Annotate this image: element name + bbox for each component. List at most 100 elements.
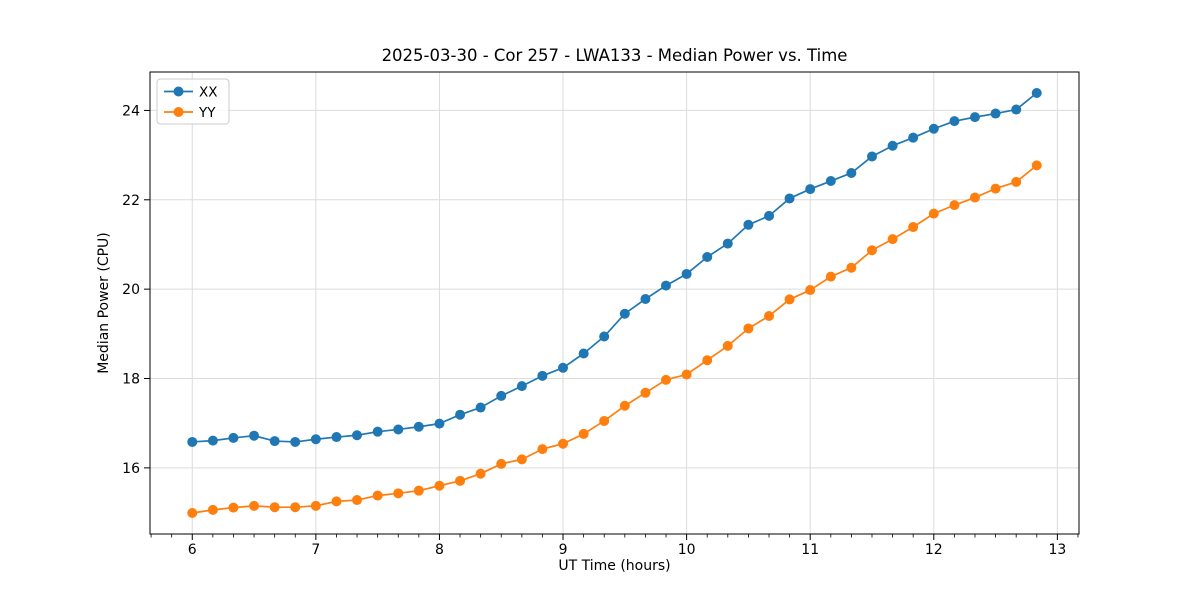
axis-ticks: 6 7 8 9 10 11 12 13 16 18 20 22 24: [122, 103, 1079, 558]
legend-marker-sample: [173, 107, 184, 117]
plot-border: [149, 71, 1080, 535]
series-YY-marker: [990, 183, 1001, 194]
series-XX-marker: [516, 381, 527, 392]
x-tick-label: 13: [1048, 542, 1066, 558]
y-axis-label: Median Power (CPU): [96, 232, 112, 374]
series-XX-marker: [207, 435, 218, 446]
series-XX-marker: [640, 293, 651, 304]
series-XX-marker: [887, 140, 898, 151]
series-YY-marker: [805, 285, 816, 296]
series-XX-marker: [928, 123, 939, 134]
series-YY-marker: [702, 355, 713, 366]
series-YY-marker: [619, 400, 630, 411]
series-YY-marker: [352, 495, 363, 506]
series-YY-marker: [187, 508, 198, 518]
series-XX: [187, 88, 1042, 447]
series-XX-marker: [578, 348, 589, 359]
series-XX-marker: [599, 331, 610, 342]
series-YY-marker: [516, 454, 527, 465]
series-YY-line: [191, 164, 1038, 514]
series-XX-marker: [846, 167, 857, 178]
series-XX-marker: [434, 418, 445, 429]
series-XX-marker: [228, 432, 239, 443]
series-XX-marker: [1011, 104, 1022, 115]
series-YY-marker: [599, 415, 610, 426]
series-XX-marker: [290, 436, 301, 447]
legend-label: XX: [199, 85, 218, 101]
legend-label: YY: [198, 105, 216, 121]
y-tick-label: 16: [122, 461, 140, 477]
series-YY-marker: [743, 323, 754, 334]
legend-frame: [156, 78, 230, 125]
gridlines: [150, 72, 1079, 534]
series-YY-marker: [949, 200, 960, 211]
x-axis-label: UT Time (hours): [558, 558, 671, 574]
legend: XX YY: [156, 78, 230, 125]
series-XX-marker: [866, 151, 877, 162]
series-YY-marker: [290, 502, 301, 513]
series-XX-marker: [784, 193, 795, 204]
series-YY-marker: [866, 245, 877, 256]
series-XX-marker: [310, 434, 321, 445]
series-YY-marker: [475, 468, 486, 479]
series-YY-marker: [784, 294, 795, 305]
series-YY-marker: [393, 488, 404, 499]
series-YY-marker: [681, 369, 692, 380]
y-tick-label: 18: [122, 372, 140, 388]
series-YY-marker: [1031, 160, 1042, 171]
x-tick-label: 6: [188, 542, 197, 558]
series-XX-marker: [187, 436, 198, 447]
series-XX-marker: [722, 238, 733, 249]
x-tick-label: 7: [311, 542, 320, 558]
series-XX-marker: [990, 108, 1001, 119]
series-XX-marker: [825, 176, 836, 187]
series-YY-marker: [722, 340, 733, 351]
series-YY-marker: [413, 485, 424, 496]
series-XX-marker: [455, 409, 466, 420]
series-YY-marker: [887, 234, 898, 245]
series-XX-marker: [949, 116, 960, 127]
series-YY-marker: [640, 387, 651, 398]
series-YY-marker: [496, 458, 507, 469]
series-XX-marker: [269, 436, 280, 447]
series-XX-marker: [660, 280, 671, 291]
series-XX-marker: [681, 268, 692, 279]
series-YY-marker: [908, 222, 919, 233]
chart-title: 2025-03-30 - Cor 257 - LWA133 - Median P…: [381, 46, 848, 65]
x-tick-label: 10: [678, 542, 696, 558]
series-YY-marker: [1011, 176, 1022, 187]
x-tick-label: 12: [925, 542, 943, 558]
series-XX-marker: [372, 426, 383, 437]
series-XX-marker: [496, 390, 507, 401]
series-XX-marker: [805, 184, 816, 195]
series-XX-marker: [352, 430, 363, 441]
series-YY-marker: [660, 374, 671, 385]
y-tick-label: 22: [122, 193, 140, 209]
series-XX-marker: [331, 432, 342, 443]
series-YY-marker: [269, 502, 280, 513]
series-XX-marker: [558, 362, 569, 373]
series-YY-marker: [825, 271, 836, 282]
series-XX-marker: [249, 430, 260, 441]
series-YY-marker: [455, 475, 466, 486]
series-YY-marker: [846, 262, 857, 273]
x-tick-label: 11: [801, 542, 819, 558]
series-YY-marker: [928, 208, 939, 219]
series-YY-marker: [331, 496, 342, 507]
series-XX-marker: [475, 402, 486, 413]
series-YY-marker: [558, 438, 569, 449]
series-YY-marker: [969, 192, 980, 203]
x-tick-label: 8: [435, 542, 444, 558]
y-tick-label: 20: [122, 282, 140, 298]
series-YY-marker: [578, 428, 589, 439]
series-XX-marker: [764, 210, 775, 221]
series-XX-marker: [537, 370, 548, 381]
y-tick-label: 24: [122, 103, 140, 119]
series-XX-line: [191, 92, 1038, 443]
x-tick-label: 9: [559, 542, 568, 558]
series-YY-marker: [207, 504, 218, 515]
series-XX-marker: [969, 112, 980, 123]
series-YY-marker: [434, 480, 445, 491]
